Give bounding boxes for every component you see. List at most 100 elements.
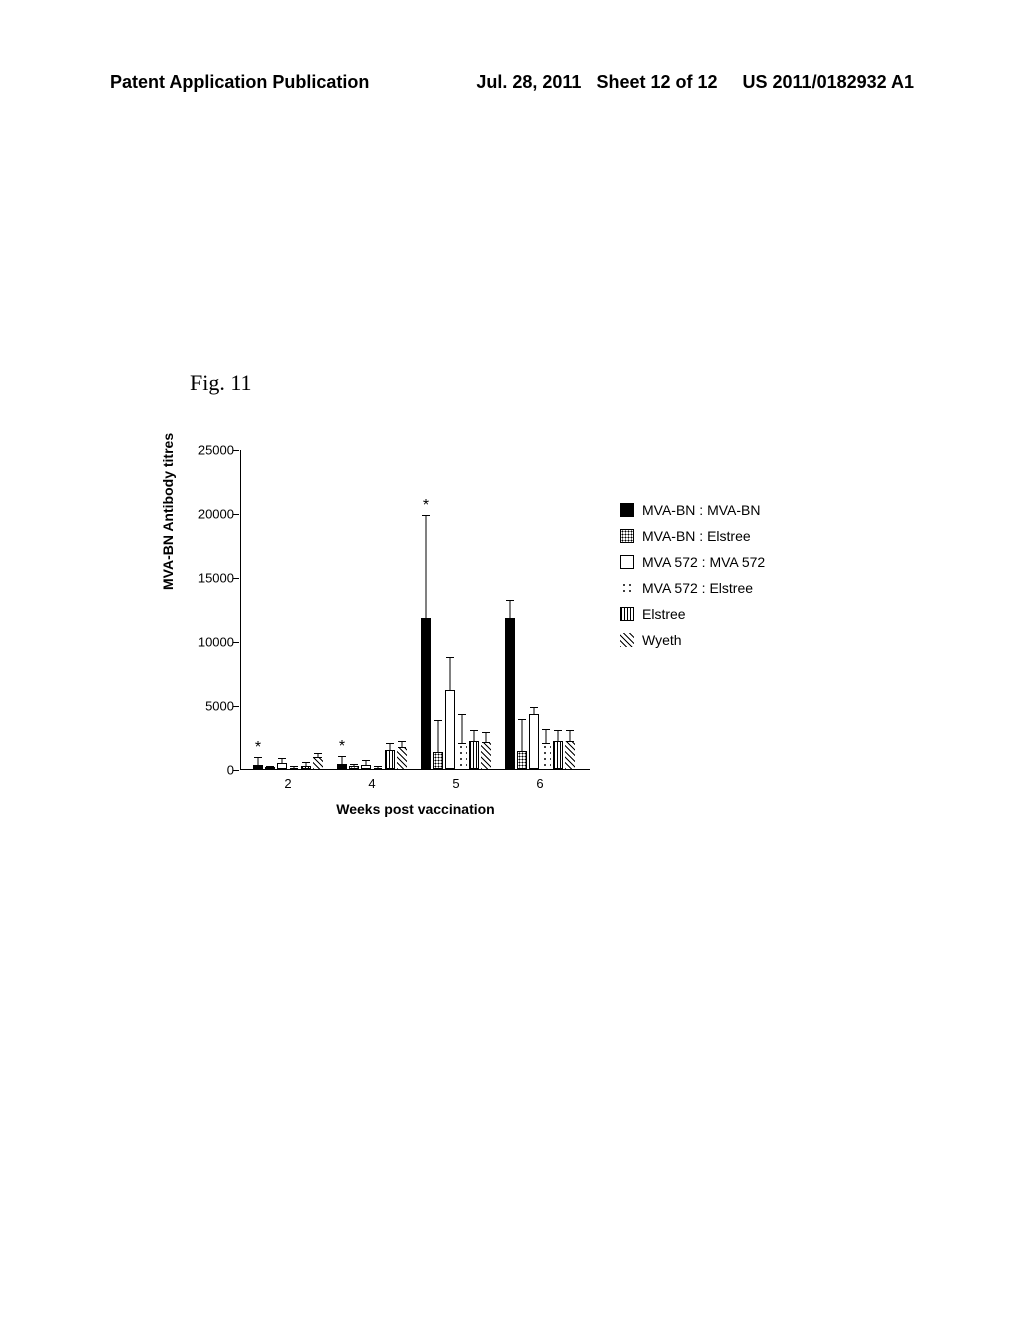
page-header: Patent Application Publication Jul. 28, … <box>0 72 1024 93</box>
error-cap <box>458 714 466 715</box>
bar <box>385 750 395 769</box>
error-cap <box>314 757 322 758</box>
error-cap <box>302 766 310 767</box>
legend-item: Elstree <box>620 604 765 624</box>
error-cap <box>530 714 538 715</box>
ytick-label: 10000 <box>186 635 234 650</box>
error-cap <box>506 618 514 619</box>
legend-label: MVA 572 : Elstree <box>642 580 753 596</box>
legend-label: Wyeth <box>642 632 682 648</box>
error-cap <box>566 730 574 731</box>
xtick-label: 2 <box>284 776 291 791</box>
error-cap <box>398 747 406 748</box>
legend-swatch <box>620 581 634 595</box>
header-date: Jul. 28, 2011 <box>476 72 581 92</box>
bar <box>541 743 551 769</box>
legend-item: MVA 572 : Elstree <box>620 578 765 598</box>
legend-item: MVA-BN : MVA-BN <box>620 500 765 520</box>
error-cap <box>434 752 442 753</box>
bar <box>313 757 323 769</box>
error-cap <box>266 768 274 769</box>
error-cap <box>422 618 430 619</box>
legend-item: Wyeth <box>620 630 765 650</box>
error-cap <box>362 760 370 761</box>
significance-marker: * <box>339 738 345 756</box>
error-cap <box>350 764 358 765</box>
error-cap <box>398 741 406 742</box>
error-cap <box>542 729 550 730</box>
error-cap <box>506 600 514 601</box>
significance-marker: * <box>255 739 261 757</box>
ytick-label: 20000 <box>186 507 234 522</box>
legend-swatch <box>620 607 634 621</box>
error-bar <box>426 515 427 619</box>
y-axis-label: MVA-BN Antibody titres <box>160 433 176 590</box>
header-right: Jul. 28, 2011 Sheet 12 of 12 US 2011/018… <box>476 72 914 93</box>
bar <box>457 743 467 769</box>
error-cap <box>338 756 346 757</box>
error-cap <box>254 757 262 758</box>
bar <box>445 690 455 769</box>
error-cap <box>278 763 286 764</box>
xtick-label: 4 <box>368 776 375 791</box>
legend-item: MVA 572 : MVA 572 <box>620 552 765 572</box>
error-cap <box>566 741 574 742</box>
error-cap <box>542 743 550 744</box>
error-cap <box>482 742 490 743</box>
error-bar <box>438 720 439 753</box>
error-cap <box>458 743 466 744</box>
error-cap <box>302 762 310 763</box>
chart-area: MVA-BN Antibody titres Weeks post vaccin… <box>150 430 870 830</box>
ytick-label: 25000 <box>186 443 234 458</box>
error-cap <box>374 768 382 769</box>
legend-label: MVA-BN : MVA-BN <box>642 502 761 518</box>
error-cap <box>290 768 298 769</box>
error-cap <box>554 741 562 742</box>
xtick-label: 6 <box>536 776 543 791</box>
legend-label: MVA-BN : Elstree <box>642 528 751 544</box>
error-cap <box>386 750 394 751</box>
legend-swatch <box>620 555 634 569</box>
bar <box>565 741 575 769</box>
x-axis-label: Weeks post vaccination <box>336 801 494 817</box>
error-cap <box>446 690 454 691</box>
error-cap <box>338 764 346 765</box>
error-cap <box>362 765 370 766</box>
legend-swatch <box>620 633 634 647</box>
ytick-label: 5000 <box>186 699 234 714</box>
bar <box>505 618 515 769</box>
header-pubno: US 2011/0182932 A1 <box>743 72 914 92</box>
bar <box>517 751 527 769</box>
bar <box>553 741 563 769</box>
bar <box>529 714 539 769</box>
bar <box>421 618 431 769</box>
error-cap <box>518 719 526 720</box>
legend-swatch <box>620 503 634 517</box>
error-cap <box>422 515 430 516</box>
error-cap <box>554 730 562 731</box>
ytick-label: 0 <box>186 763 234 778</box>
bar <box>469 741 479 769</box>
xtick-label: 5 <box>452 776 459 791</box>
bar <box>397 747 407 769</box>
error-cap <box>314 753 322 754</box>
error-bar <box>546 729 547 744</box>
header-left: Patent Application Publication <box>110 72 369 93</box>
error-cap <box>482 732 490 733</box>
error-cap <box>518 751 526 752</box>
error-bar <box>450 657 451 690</box>
error-cap <box>254 765 262 766</box>
ytick-label: 15000 <box>186 571 234 586</box>
error-cap <box>530 707 538 708</box>
significance-marker: * <box>423 497 429 515</box>
error-cap <box>350 766 358 767</box>
error-cap <box>470 741 478 742</box>
legend-swatch <box>620 529 634 543</box>
error-bar <box>462 714 463 745</box>
legend-item: MVA-BN : Elstree <box>620 526 765 546</box>
bar <box>433 752 443 769</box>
error-bar <box>510 600 511 619</box>
legend: MVA-BN : MVA-BN MVA-BN : Elstree MVA 572 :… <box>620 500 765 656</box>
figure-title: Fig. 11 <box>190 370 252 396</box>
error-cap <box>386 743 394 744</box>
